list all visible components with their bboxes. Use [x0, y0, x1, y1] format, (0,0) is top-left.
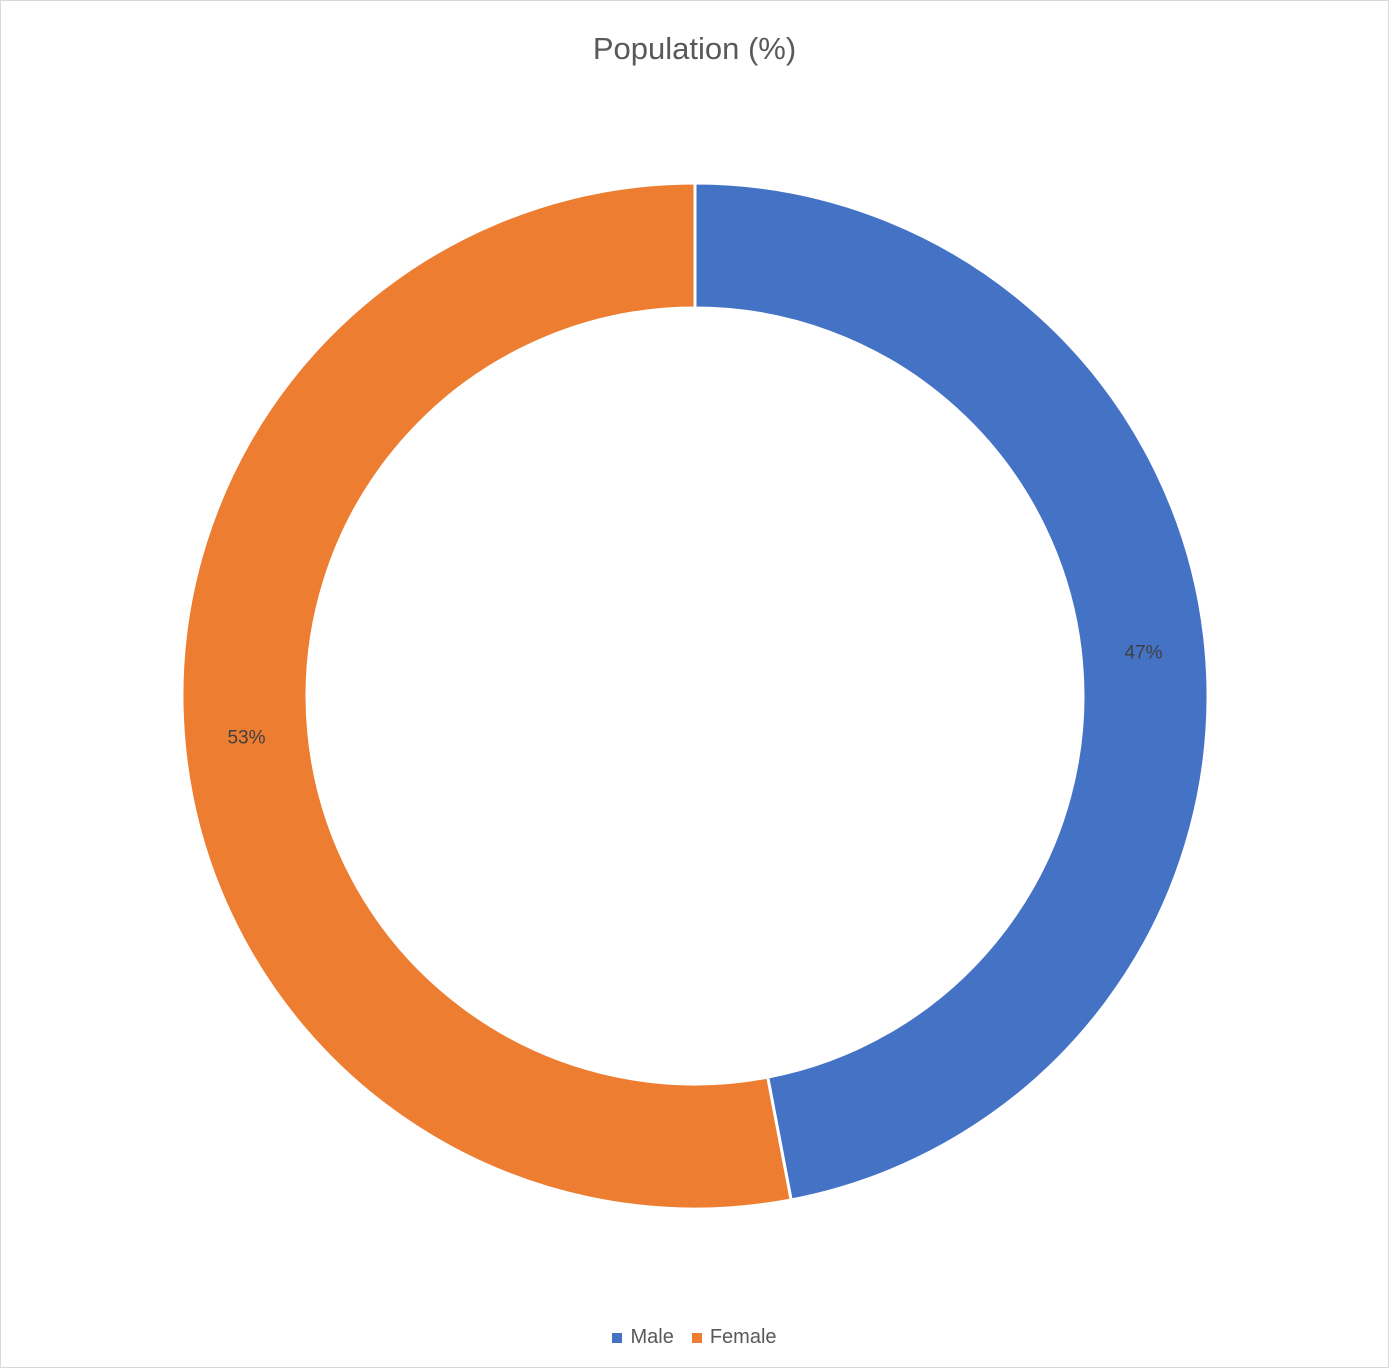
chart-title: Population (%) [592, 31, 797, 66]
legend-label-male: Male [630, 1326, 674, 1348]
legend-swatch-male [612, 1332, 623, 1343]
slice-male [693, 181, 1210, 1202]
legend-swatch-female [691, 1332, 702, 1343]
data-label-female: 53% [227, 727, 265, 748]
data-label-male: 47% [1124, 643, 1162, 664]
legend-label-female: Female [709, 1326, 777, 1348]
legend-item-female: Female [691, 1326, 777, 1349]
slice-female [180, 181, 793, 1211]
legend-item-male: Male [612, 1326, 674, 1349]
legend: Male Female [1, 1326, 1388, 1349]
